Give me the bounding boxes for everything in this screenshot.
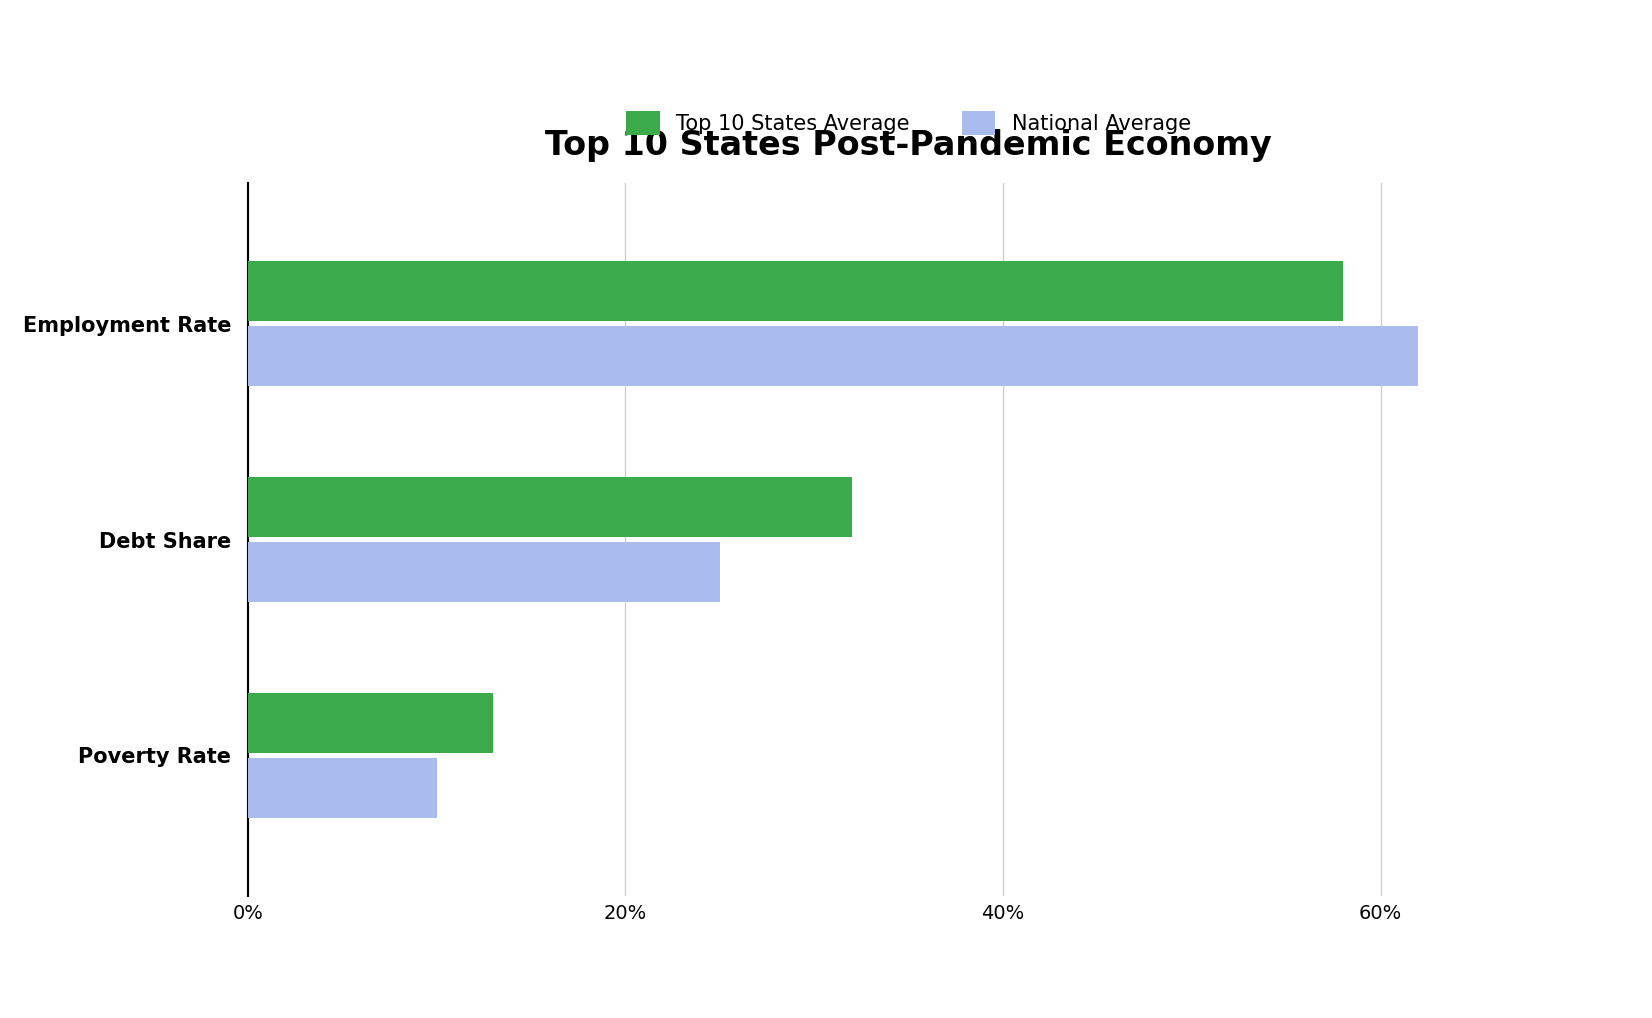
Bar: [248, 476, 852, 538]
Bar: [248, 542, 720, 603]
Bar: [248, 261, 1343, 322]
Legend: Top 10 States Average, National Average: Top 10 States Average, National Average: [616, 101, 1201, 146]
Bar: [248, 757, 436, 818]
Bar: [248, 326, 1419, 386]
Bar: [248, 693, 494, 753]
Title: Top 10 States Post-Pandemic Economy: Top 10 States Post-Pandemic Economy: [545, 129, 1272, 163]
